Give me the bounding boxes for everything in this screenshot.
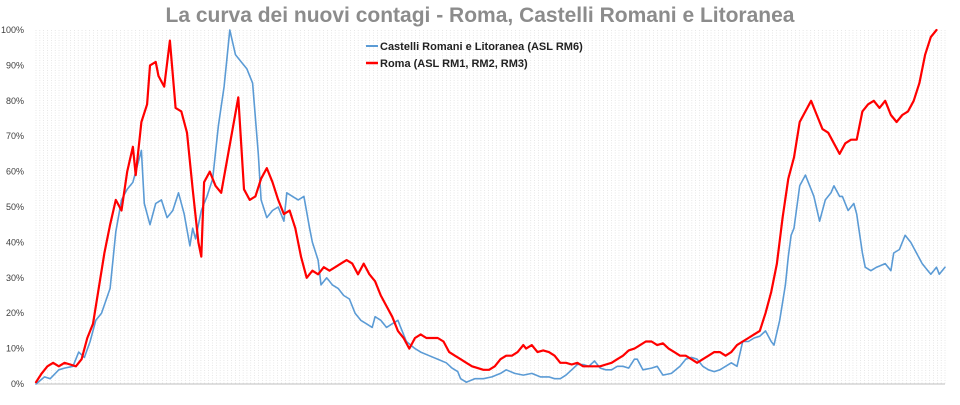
y-tick-label: 90% — [6, 60, 24, 70]
grid — [35, 30, 946, 385]
y-tick-label: 70% — [6, 131, 24, 141]
y-tick-label: 60% — [6, 167, 24, 177]
y-tick-label: 20% — [6, 308, 24, 318]
y-tick-label: 50% — [6, 202, 24, 212]
series-line-castelli — [35, 29, 946, 385]
series-layer — [34, 28, 946, 385]
y-tick-label: 100% — [1, 25, 24, 35]
series-line-roma — [34, 28, 938, 384]
legend: Castelli Romani e Litoranea (ASL RM6) Rom… — [366, 41, 583, 70]
y-tick-label: 30% — [6, 273, 24, 283]
y-tick-label: 10% — [6, 344, 24, 354]
y-tick-label: 80% — [6, 96, 24, 106]
y-axis: 0% 10% 20% 30% 40% 50% 60% 70% 80% 90% 100% — [1, 25, 24, 389]
chart-title: La curva dei nuovi contagi - Roma, Caste… — [166, 4, 795, 27]
legend-label: Roma (ASL RM1, RM2, RM3) — [380, 58, 528, 70]
y-tick-label: 0% — [11, 379, 24, 389]
y-tick-label: 40% — [6, 237, 24, 247]
legend-label: Castelli Romani e Litoranea (ASL RM6) — [380, 41, 583, 53]
